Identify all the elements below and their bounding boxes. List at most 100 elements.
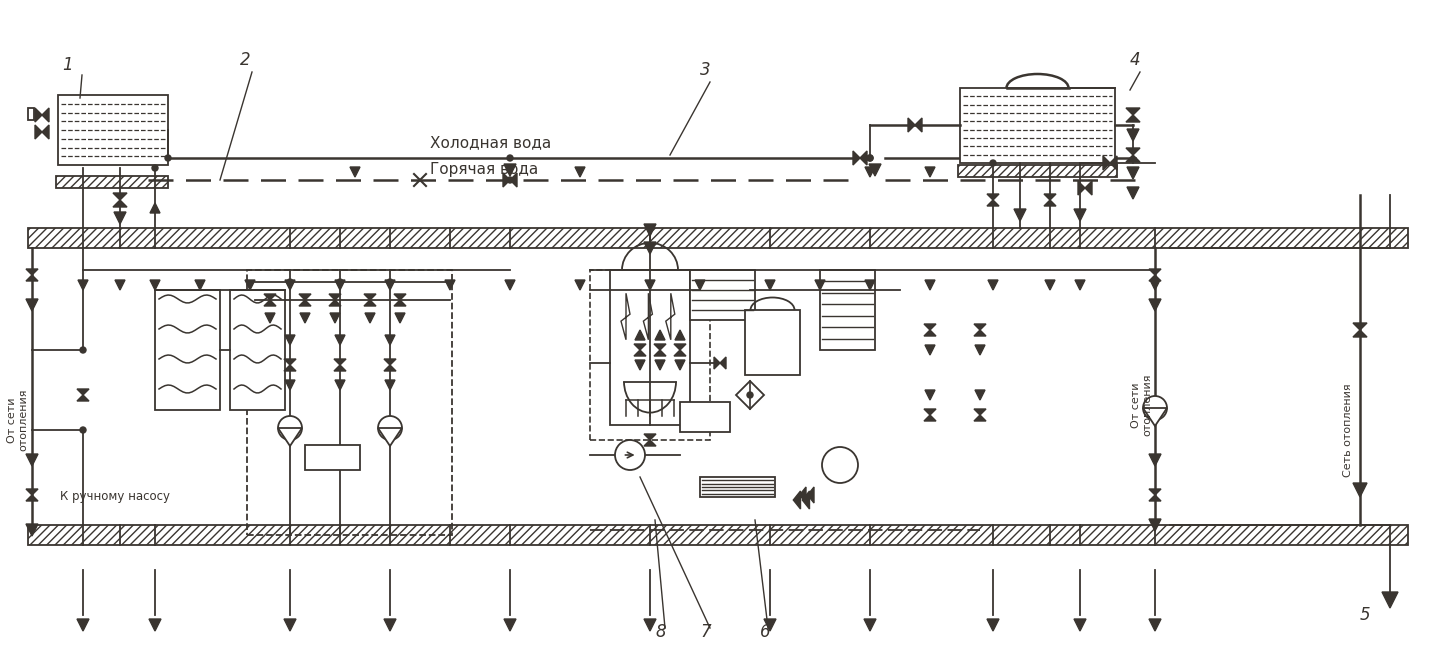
Polygon shape: [1074, 619, 1086, 631]
Text: 1: 1: [62, 56, 73, 74]
Circle shape: [1143, 396, 1167, 420]
Polygon shape: [975, 345, 985, 355]
Polygon shape: [42, 108, 49, 122]
Polygon shape: [279, 428, 302, 446]
Polygon shape: [653, 350, 666, 356]
Polygon shape: [34, 108, 42, 122]
Text: 8: 8: [655, 623, 666, 641]
Polygon shape: [1086, 181, 1091, 195]
Bar: [745, 310, 800, 375]
Polygon shape: [329, 300, 340, 306]
Polygon shape: [335, 359, 346, 365]
Bar: [699, 477, 775, 497]
Bar: [820, 270, 875, 350]
Bar: [27, 525, 1409, 545]
Polygon shape: [1353, 483, 1367, 497]
Polygon shape: [1149, 269, 1160, 275]
Polygon shape: [26, 454, 37, 466]
Polygon shape: [975, 390, 985, 400]
Polygon shape: [908, 118, 915, 132]
Circle shape: [337, 279, 343, 285]
Polygon shape: [864, 167, 875, 177]
Polygon shape: [988, 280, 998, 290]
Polygon shape: [335, 335, 345, 345]
Polygon shape: [925, 345, 935, 355]
Polygon shape: [1143, 408, 1167, 426]
Text: 6: 6: [760, 623, 771, 641]
Circle shape: [378, 416, 402, 440]
Bar: [681, 402, 729, 432]
Polygon shape: [505, 280, 516, 290]
Circle shape: [507, 177, 513, 183]
Polygon shape: [365, 313, 375, 323]
Polygon shape: [1149, 275, 1160, 281]
Polygon shape: [363, 300, 376, 306]
Polygon shape: [26, 524, 37, 536]
Polygon shape: [816, 280, 826, 290]
Polygon shape: [764, 619, 775, 631]
Polygon shape: [925, 390, 935, 400]
Polygon shape: [1126, 148, 1140, 155]
Polygon shape: [655, 330, 665, 340]
Polygon shape: [643, 619, 656, 631]
Polygon shape: [284, 619, 296, 631]
Text: К ручному насосу: К ручному насосу: [60, 490, 169, 503]
Polygon shape: [675, 360, 685, 370]
Polygon shape: [284, 380, 294, 390]
Polygon shape: [1044, 194, 1055, 200]
Bar: [230, 290, 284, 410]
Polygon shape: [1014, 209, 1025, 221]
Polygon shape: [1078, 181, 1086, 195]
Circle shape: [507, 155, 513, 161]
Polygon shape: [300, 313, 310, 323]
Text: 3: 3: [699, 61, 711, 79]
Polygon shape: [923, 409, 936, 415]
Polygon shape: [793, 491, 800, 509]
Polygon shape: [1127, 187, 1139, 199]
Circle shape: [867, 155, 873, 161]
Circle shape: [287, 279, 293, 285]
Polygon shape: [113, 193, 126, 200]
Polygon shape: [149, 203, 159, 213]
Polygon shape: [675, 330, 685, 340]
Bar: [610, 270, 691, 425]
Polygon shape: [1045, 280, 1055, 290]
Polygon shape: [335, 365, 346, 371]
Polygon shape: [264, 294, 276, 300]
Polygon shape: [149, 280, 159, 290]
Bar: [958, 165, 1117, 177]
Polygon shape: [974, 330, 987, 336]
Polygon shape: [987, 619, 999, 631]
Polygon shape: [864, 280, 875, 290]
Polygon shape: [26, 495, 37, 501]
Polygon shape: [503, 173, 510, 187]
Polygon shape: [1149, 299, 1160, 311]
Polygon shape: [1381, 592, 1399, 608]
Polygon shape: [643, 242, 656, 254]
Polygon shape: [350, 167, 360, 177]
Text: 7: 7: [699, 623, 711, 641]
Polygon shape: [925, 280, 935, 290]
Polygon shape: [504, 164, 516, 176]
Polygon shape: [284, 365, 296, 371]
Polygon shape: [643, 440, 656, 446]
Polygon shape: [1110, 156, 1117, 170]
Polygon shape: [149, 619, 161, 631]
Polygon shape: [246, 280, 256, 290]
Polygon shape: [803, 491, 810, 509]
Polygon shape: [115, 280, 125, 290]
Polygon shape: [385, 380, 395, 390]
Text: От сети
отопления: От сети отопления: [1132, 374, 1153, 436]
Polygon shape: [923, 415, 936, 421]
Text: 5: 5: [1360, 606, 1370, 624]
Polygon shape: [78, 389, 89, 395]
Polygon shape: [869, 164, 882, 176]
Polygon shape: [1127, 167, 1139, 179]
Polygon shape: [393, 294, 406, 300]
Polygon shape: [987, 194, 999, 200]
Text: Холодная вода: Холодная вода: [429, 135, 551, 150]
Polygon shape: [113, 200, 126, 207]
Polygon shape: [1126, 115, 1140, 122]
Polygon shape: [645, 280, 655, 290]
Polygon shape: [510, 173, 517, 187]
